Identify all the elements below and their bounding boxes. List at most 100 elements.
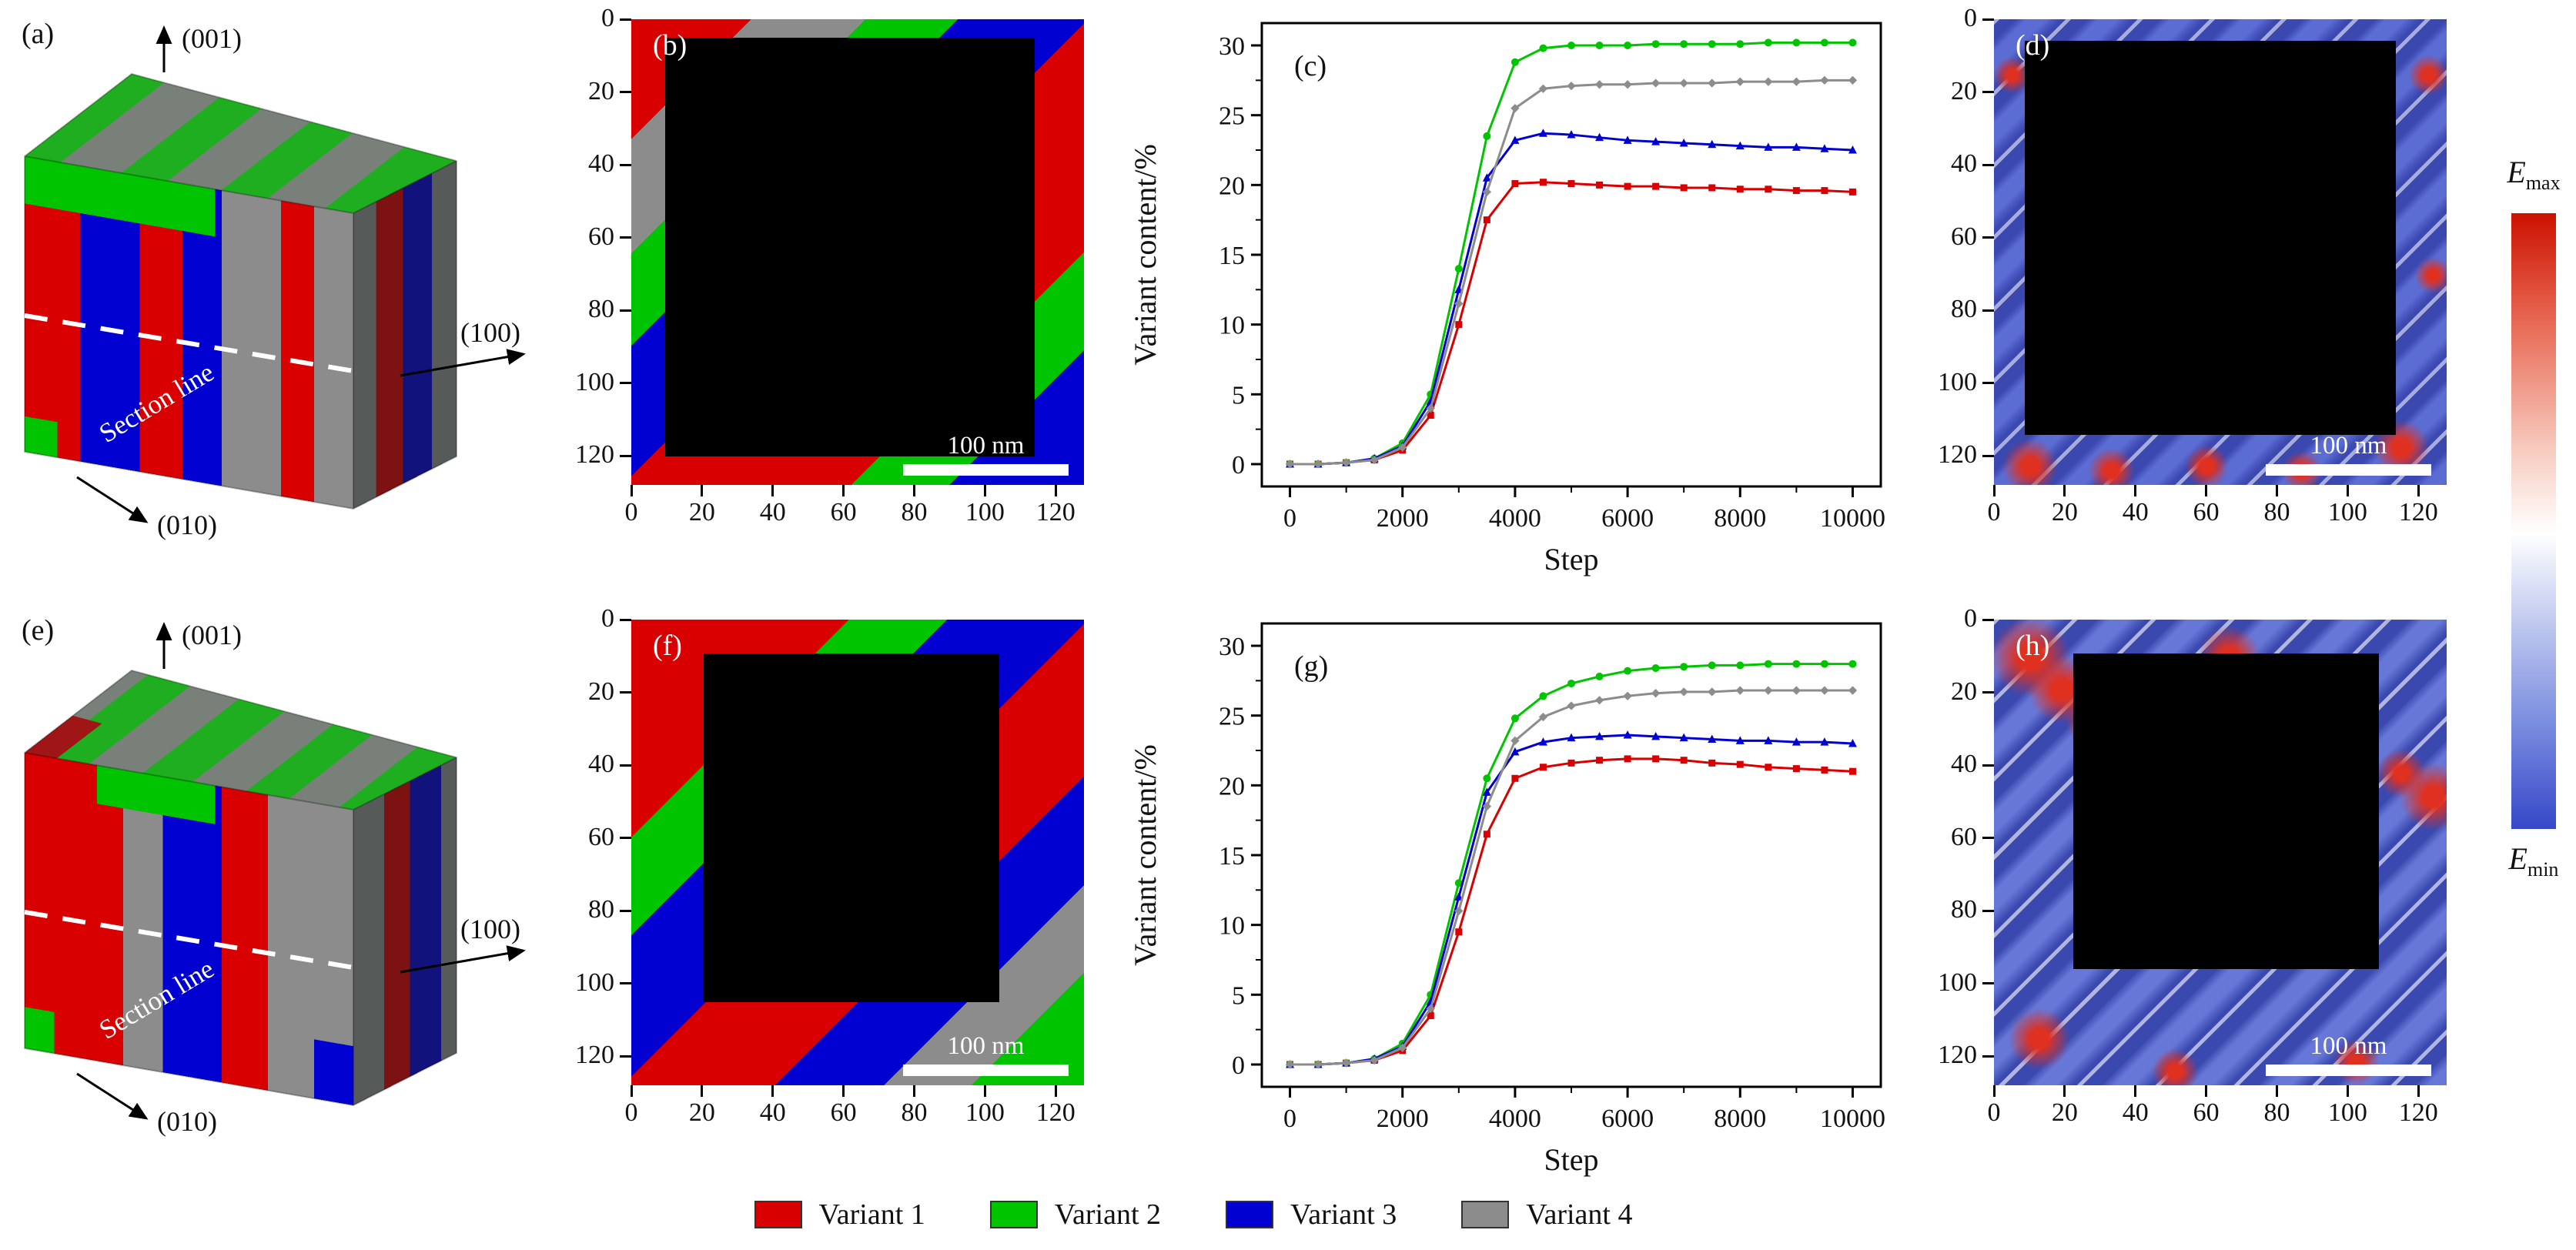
data-marker	[1567, 180, 1575, 188]
axis-tick-label: 60	[830, 1098, 857, 1127]
axis-tick-mark	[620, 909, 631, 912]
data-marker	[1821, 187, 1828, 195]
x-tick-label: 2000	[1377, 504, 1429, 533]
axis-tick-label: 20	[1951, 677, 1977, 706]
axis-tick-mark	[2063, 485, 2066, 496]
axis-001-label: (001)	[182, 620, 242, 650]
data-marker	[1567, 42, 1575, 50]
axis-tick-mark	[771, 485, 774, 496]
data-marker	[1652, 182, 1660, 190]
axis-tick-label: 0	[1987, 498, 2001, 526]
cube-right-face	[353, 757, 457, 1105]
axis-tick-mark	[913, 485, 915, 496]
data-marker	[1427, 1012, 1434, 1020]
data-marker	[1820, 38, 1828, 47]
panel-h-image: (h) 100 nm	[1994, 620, 2447, 1085]
data-marker	[1538, 737, 1547, 746]
axis-tick-mark	[1982, 691, 1994, 694]
cube-edges	[24, 72, 457, 510]
axis-tick-mark	[1982, 618, 1994, 621]
axis-100-label: (100)	[460, 317, 520, 348]
data-marker	[1820, 737, 1829, 746]
data-marker	[1567, 701, 1576, 710]
scale-bar-label: 100 nm	[2310, 432, 2387, 460]
axis-tick-label: 120	[1035, 498, 1076, 526]
data-marker	[1370, 1055, 1379, 1065]
y-tick-label: 0	[1232, 451, 1245, 480]
axis-tick-label: 20	[2051, 1098, 2078, 1127]
data-marker	[1624, 755, 1631, 763]
axis-tick-mark	[620, 691, 631, 694]
axis-tick-label: 0	[601, 4, 614, 32]
data-marker	[1736, 760, 1744, 768]
data-marker	[1821, 766, 1828, 774]
axis-tick-label: 60	[2193, 1098, 2220, 1127]
energy-colorbar	[2511, 213, 2556, 829]
y-tick-label: 10	[1219, 912, 1245, 941]
panel-b-letter: (b)	[653, 29, 687, 62]
axis-tick-mark	[2134, 485, 2137, 496]
data-marker	[1482, 187, 1492, 197]
axis-tick-mark	[701, 485, 704, 496]
plot-frame	[1260, 22, 1882, 488]
axis-tick-mark	[620, 982, 631, 985]
y-tick-label: 10	[1219, 312, 1245, 340]
axis-tick-label: 120	[2398, 498, 2438, 526]
axis-tick-mark	[1982, 982, 1994, 985]
data-marker	[1764, 686, 1773, 695]
data-marker	[1848, 686, 1858, 695]
data-marker	[1848, 38, 1857, 47]
x-tick-label: 4000	[1489, 1105, 1541, 1133]
axis-tick-label: 100	[2327, 1098, 2367, 1127]
data-marker	[1510, 58, 1519, 66]
x-tick-label: 4000	[1489, 504, 1541, 533]
masked-region	[2073, 653, 2379, 969]
axis-tick-label: 100	[1938, 367, 1977, 396]
axis-tick-mark	[1992, 1085, 1996, 1097]
masked-region	[2025, 41, 2396, 435]
data-marker	[1511, 180, 1519, 188]
axis-010-label: (010)	[157, 1106, 217, 1137]
data-marker	[1595, 132, 1604, 142]
axis-tick-mark	[620, 163, 631, 166]
data-marker	[1764, 77, 1773, 86]
axis-tick-mark	[620, 764, 631, 767]
x-tick-label: 10000	[1820, 1105, 1885, 1133]
axis-tick-label: 40	[588, 750, 614, 779]
data-marker	[1539, 179, 1547, 186]
axis-tick-mark	[1054, 1085, 1057, 1097]
y-axis-title: Variant content/%	[1128, 744, 1163, 966]
axis-tick-label: 60	[588, 222, 614, 251]
data-marker	[1848, 75, 1858, 85]
data-marker	[1680, 40, 1688, 48]
section-line-dashed	[24, 313, 354, 373]
data-marker	[1820, 144, 1829, 152]
axis-tick-label: 40	[2122, 1098, 2149, 1127]
axis-tick-label: 0	[1987, 1098, 2001, 1127]
axis-tick-mark	[1982, 909, 1994, 912]
y-tick-label: 30	[1219, 32, 1245, 61]
data-marker	[1596, 181, 1604, 189]
legend: Variant 1 Variant 2 Variant 3 Variant 4	[0, 1198, 2387, 1232]
series-line	[1290, 734, 1853, 1066]
cube-3d-view-a: Section line (001) (100) (010)	[24, 23, 526, 540]
axis-tick-label: 0	[624, 498, 638, 526]
axis-tick-label: 40	[1951, 750, 1977, 779]
series-line	[1290, 41, 1853, 466]
data-marker	[1708, 687, 1717, 697]
data-marker	[1848, 767, 1856, 775]
axis-tick-mark	[1982, 382, 1994, 385]
cube-front-face	[25, 753, 353, 1106]
data-marker	[1510, 135, 1520, 144]
y-tick-label: 25	[1219, 703, 1245, 731]
axis-tick-label: 120	[1938, 1041, 1977, 1070]
axis-tick-mark	[983, 485, 986, 496]
axis-tick-mark	[842, 1085, 845, 1097]
data-marker	[1792, 187, 1800, 195]
cube-front-face	[25, 156, 353, 509]
chart-svg: 0 2000 4000 6000 8000 10000 0 5 10 15 20 25 30 (c) Ste…	[1128, 22, 1885, 577]
data-marker	[1708, 139, 1717, 149]
panel-b-image: (b) 100 nm	[631, 19, 1084, 485]
data-marker	[1679, 733, 1688, 742]
axis-tick-mark	[620, 837, 631, 840]
